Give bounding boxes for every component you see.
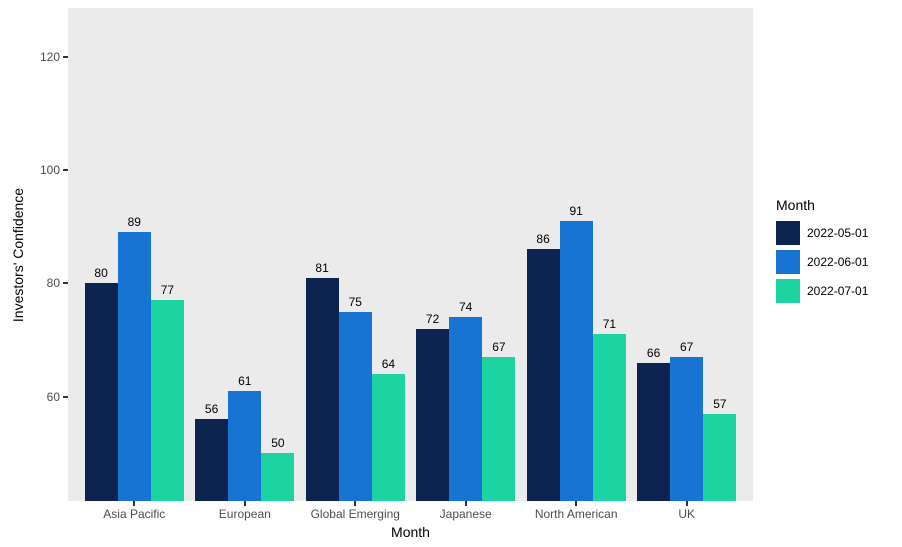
x-tick-label-north-american: North American bbox=[534, 507, 618, 521]
x-axis-title: Month bbox=[391, 524, 430, 540]
y-tick-mark bbox=[63, 282, 68, 285]
legend-title: Month bbox=[776, 197, 815, 213]
bar-2022-06-01-north-american bbox=[559, 221, 593, 501]
bar-2022-05-01-uk bbox=[637, 362, 671, 501]
y-axis-title: Investors' Confidence bbox=[10, 187, 26, 323]
bar-2022-06-01-asia-pacific bbox=[117, 232, 151, 501]
bar-value-label: 61 bbox=[238, 374, 252, 389]
bar-value-label: 67 bbox=[680, 340, 694, 355]
bar-value-label: 50 bbox=[271, 436, 285, 451]
x-tick-mark bbox=[133, 501, 136, 506]
bar-value-label: 57 bbox=[713, 396, 727, 411]
bar-value-label: 75 bbox=[348, 294, 362, 309]
x-tick-label-japanese: Japanese bbox=[439, 507, 492, 521]
bar-value-label: 56 bbox=[204, 402, 219, 417]
x-tick-label-uk: UK bbox=[678, 507, 696, 521]
y-tick-label: 120 bbox=[39, 49, 60, 64]
bar-value-label: 89 bbox=[127, 215, 141, 230]
bar-value-label: 74 bbox=[459, 300, 473, 315]
legend-item-label: 2022-06-01 bbox=[807, 255, 869, 269]
x-tick-label-european: European bbox=[218, 507, 271, 521]
bar-2022-07-01-north-american bbox=[592, 334, 626, 501]
bar-value-label: 64 bbox=[381, 357, 396, 372]
bar-value-label: 80 bbox=[94, 266, 108, 281]
bar-2022-05-01-european bbox=[195, 419, 229, 501]
x-tick-mark bbox=[354, 501, 357, 506]
bar-value-label: 91 bbox=[569, 204, 583, 219]
bar-2022-07-01-european bbox=[261, 453, 295, 501]
bar-2022-06-01-japanese bbox=[449, 317, 483, 501]
bar-2022-07-01-global-emerging bbox=[371, 374, 405, 501]
x-tick-mark bbox=[464, 501, 467, 506]
legend-item-2022-07-01: 2022-07-01 bbox=[776, 279, 868, 303]
y-tick-mark bbox=[63, 55, 68, 58]
bar-value-label: 77 bbox=[160, 283, 175, 298]
bar-2022-07-01-japanese bbox=[482, 357, 516, 501]
bar-2022-05-01-north-american bbox=[526, 249, 560, 501]
x-tick-mark bbox=[685, 501, 688, 506]
bar-2022-05-01-global-emerging bbox=[305, 277, 339, 501]
bar-value-label: 66 bbox=[646, 345, 661, 360]
legend-item-label: 2022-05-01 bbox=[807, 226, 869, 240]
bar-2022-05-01-japanese bbox=[416, 328, 450, 501]
plot-panel: 80 89 77 56 61 50 81 75 64 72 74 67 86 91 71 66 67 57 bbox=[68, 8, 753, 501]
bar-2022-07-01-uk bbox=[703, 413, 737, 501]
bar-value-label: 81 bbox=[315, 260, 329, 275]
y-tick-label: 100 bbox=[39, 163, 60, 178]
y-tick-mark bbox=[63, 169, 68, 172]
bar-value-label: 71 bbox=[602, 317, 617, 332]
x-tick-mark bbox=[243, 501, 246, 506]
y-tick-mark bbox=[63, 395, 68, 398]
bar-2022-05-01-asia-pacific bbox=[84, 283, 118, 501]
y-tick-label: 80 bbox=[46, 276, 60, 291]
legend: Month 2022-05-01 2022-06-01 2022-07-01 bbox=[776, 197, 868, 308]
bar-value-label: 67 bbox=[492, 340, 506, 355]
legend-swatch bbox=[776, 250, 800, 274]
bar-2022-07-01-asia-pacific bbox=[150, 300, 184, 501]
legend-item-2022-06-01: 2022-06-01 bbox=[776, 250, 868, 274]
x-tick-label-global-emerging: Global Emerging bbox=[310, 507, 400, 521]
bar-2022-06-01-uk bbox=[670, 357, 704, 501]
bar-2022-06-01-european bbox=[228, 391, 262, 501]
y-tick-label: 60 bbox=[46, 389, 60, 404]
legend-swatch bbox=[776, 221, 800, 245]
legend-item-label: 2022-07-01 bbox=[807, 284, 869, 298]
x-tick-mark bbox=[575, 501, 578, 506]
bar-value-label: 86 bbox=[536, 232, 550, 247]
bar-2022-06-01-global-emerging bbox=[338, 311, 372, 501]
x-tick-label-asia-pacific: Asia Pacific bbox=[103, 507, 166, 521]
legend-swatch bbox=[776, 279, 800, 303]
legend-item-2022-05-01: 2022-05-01 bbox=[776, 221, 868, 245]
bar-value-label: 72 bbox=[425, 311, 440, 326]
legend-items: 2022-05-01 2022-06-01 2022-07-01 bbox=[776, 221, 868, 303]
